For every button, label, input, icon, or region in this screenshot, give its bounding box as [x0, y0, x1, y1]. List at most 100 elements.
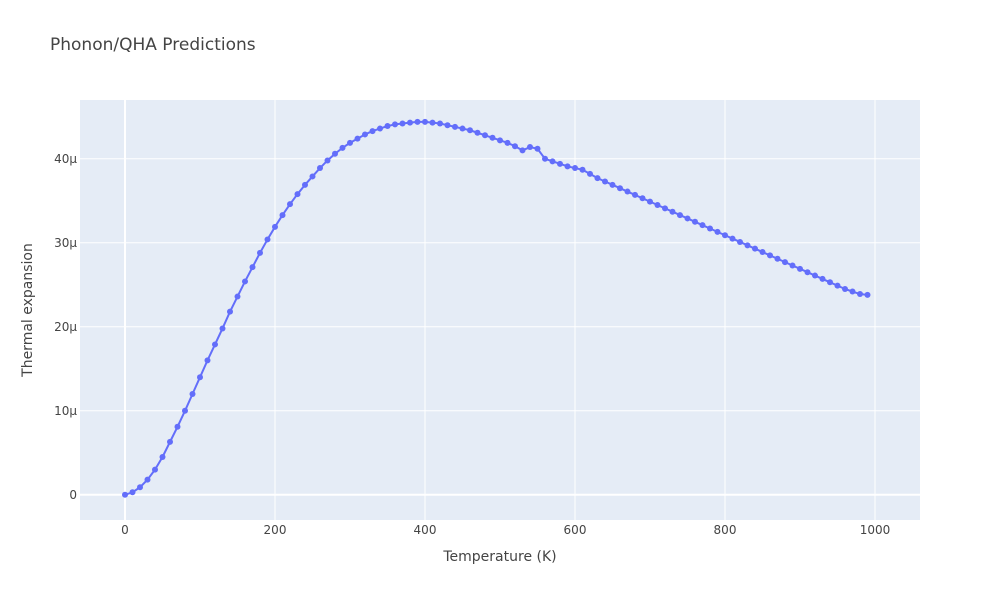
- data-point: [144, 476, 151, 483]
- data-point: [609, 181, 616, 188]
- data-point: [534, 145, 541, 152]
- data-point: [197, 374, 203, 381]
- data-point: [572, 165, 578, 172]
- data-point: [219, 325, 226, 332]
- data-point: [234, 293, 241, 300]
- x-tick-label: 800: [714, 523, 737, 537]
- data-point: [744, 242, 751, 249]
- data-point: [624, 188, 631, 195]
- data-point: [504, 139, 511, 146]
- chart-title: Phonon/QHA Predictions: [50, 35, 256, 55]
- data-point: [122, 491, 128, 498]
- data-point: [692, 218, 698, 225]
- data-point: [542, 155, 548, 162]
- data-point: [227, 308, 233, 315]
- data-point: [257, 249, 263, 256]
- data-point: [654, 202, 661, 208]
- data-point: [182, 407, 188, 414]
- data-point: [617, 185, 623, 192]
- data-point: [639, 195, 646, 202]
- data-point: [392, 121, 398, 128]
- data-point: [272, 223, 278, 230]
- data-point: [759, 249, 766, 256]
- data-point: [594, 175, 601, 182]
- series-layer: [122, 118, 871, 498]
- x-tick-label: 0: [121, 523, 129, 537]
- data-point: [362, 131, 368, 138]
- data-point: [294, 191, 301, 198]
- data-point: [422, 118, 428, 125]
- data-point: [189, 391, 196, 397]
- data-point: [437, 120, 443, 127]
- data-point: [587, 170, 593, 177]
- data-point: [152, 466, 158, 473]
- data-point: [377, 125, 383, 132]
- data-point: [527, 144, 533, 151]
- data-point: [129, 489, 136, 496]
- data-point: [729, 235, 736, 242]
- data-point: [407, 119, 413, 126]
- data-point: [602, 178, 608, 185]
- data-point: [864, 291, 871, 298]
- data-point: [137, 484, 143, 491]
- data-point: [347, 139, 353, 146]
- data-point: [279, 212, 286, 219]
- data-point: [789, 262, 796, 269]
- data-point: [812, 272, 818, 279]
- data-point: [662, 205, 668, 212]
- x-tick-label: 400: [414, 523, 437, 537]
- x-axis-title: Temperature (K): [442, 549, 556, 565]
- data-point: [482, 132, 488, 139]
- data-point: [354, 135, 361, 142]
- y-tick-label: 0: [69, 488, 77, 502]
- data-point: [459, 125, 466, 132]
- data-point: [249, 264, 256, 271]
- data-point: [549, 158, 556, 165]
- data-point: [774, 255, 781, 262]
- data-point: [557, 160, 563, 167]
- data-point: [474, 129, 481, 136]
- data-point: [317, 165, 323, 172]
- data-point: [399, 120, 406, 127]
- data-point: [384, 123, 391, 130]
- data-point: [159, 454, 166, 460]
- data-point: [669, 208, 676, 215]
- data-point: [264, 236, 271, 243]
- data-point: [167, 438, 173, 445]
- data-point: [752, 245, 758, 252]
- data-point: [444, 122, 451, 129]
- data-point: [797, 265, 803, 272]
- data-point: [819, 275, 826, 282]
- series-line: [124, 120, 868, 496]
- x-axis-ticks: 0 200 400 600 800 1000: [121, 523, 890, 537]
- data-point: [737, 238, 743, 245]
- data-point: [369, 128, 376, 135]
- data-point: [204, 357, 211, 364]
- data-point: [699, 222, 706, 229]
- data-point: [429, 119, 436, 126]
- plot-area: [80, 100, 920, 520]
- data-point: [767, 252, 773, 259]
- data-point: [489, 134, 496, 141]
- x-tick-label: 200: [264, 523, 287, 537]
- grid-lines: [80, 100, 920, 520]
- x-tick-label: 600: [564, 523, 587, 537]
- data-point: [212, 341, 218, 348]
- data-point: [452, 123, 458, 130]
- data-point: [467, 127, 473, 134]
- data-point: [309, 173, 316, 180]
- y-axis-title: Thermal expansion: [20, 243, 36, 378]
- data-point: [834, 282, 841, 289]
- data-point: [579, 166, 586, 173]
- data-point: [827, 279, 833, 286]
- y-tick-label: 10μ: [54, 404, 77, 418]
- data-point: [707, 225, 713, 232]
- data-point: [849, 288, 856, 295]
- x-tick-label: 1000: [860, 523, 891, 537]
- data-point: [242, 278, 248, 285]
- data-point: [332, 150, 338, 157]
- data-point: [497, 137, 503, 144]
- data-point: [564, 163, 571, 170]
